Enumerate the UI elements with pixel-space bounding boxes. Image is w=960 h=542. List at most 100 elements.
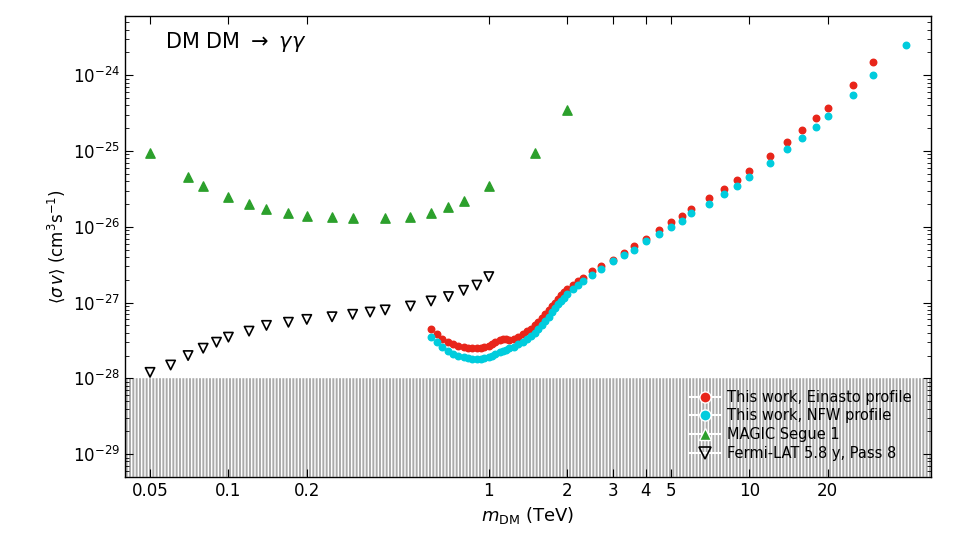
Point [866, 71, 881, 80]
Point [221, 333, 236, 341]
Point [473, 343, 489, 352]
Point [473, 354, 489, 363]
Point [554, 291, 569, 300]
Point [554, 296, 569, 305]
Point [445, 350, 461, 358]
Point [495, 347, 511, 356]
Point [547, 298, 563, 307]
Point [423, 333, 439, 341]
Point [464, 354, 479, 363]
Point [481, 272, 496, 281]
Text: DM DM $\rightarrow$ $\gamma\gamma$: DM DM $\rightarrow$ $\gamma\gamma$ [165, 30, 306, 54]
Point [519, 327, 535, 335]
Point [488, 350, 503, 358]
Point [651, 230, 666, 238]
Point [196, 181, 211, 190]
Point [780, 138, 795, 147]
Bar [125, 378, 931, 477]
Point [663, 218, 679, 227]
Point [460, 343, 475, 352]
Point [445, 340, 461, 349]
Point [538, 317, 553, 325]
Point [142, 149, 157, 157]
Point [570, 277, 586, 286]
Point [531, 318, 546, 327]
Point [441, 347, 456, 356]
Legend: This work, Einasto profile, This work, NFW profile, MAGIC Segue 1, Fermi-LAT 5.8: This work, Einasto profile, This work, N… [686, 385, 916, 465]
Point [741, 173, 756, 182]
Point [429, 330, 444, 339]
Point [345, 310, 360, 319]
Point [795, 126, 810, 134]
Point [324, 312, 340, 321]
Point [469, 354, 485, 363]
Point [456, 343, 471, 351]
Point [502, 344, 517, 352]
Point [485, 351, 500, 360]
Point [476, 343, 492, 351]
Point [866, 57, 881, 66]
Point [209, 338, 225, 346]
Point [560, 106, 575, 114]
Point [280, 209, 296, 218]
Point [495, 335, 511, 344]
Point [531, 325, 546, 333]
Point [441, 338, 456, 346]
Point [565, 285, 581, 294]
Point [762, 158, 778, 167]
Point [163, 360, 179, 369]
Point [300, 315, 315, 324]
Point [593, 262, 609, 271]
Point [899, 41, 914, 49]
Point [241, 327, 256, 335]
Point [845, 91, 860, 99]
Point [498, 335, 514, 344]
Point [560, 289, 575, 298]
Point [557, 287, 572, 296]
Point [551, 295, 566, 304]
Point [845, 80, 860, 89]
Point [674, 216, 689, 225]
Point [730, 175, 745, 184]
Point [476, 354, 492, 363]
Point [511, 340, 526, 349]
Point [506, 335, 521, 344]
Point [716, 184, 732, 193]
Point [523, 332, 539, 340]
Point [423, 209, 439, 218]
Point [701, 193, 716, 202]
Point [684, 209, 699, 218]
Point [570, 281, 586, 289]
Bar [125, 378, 931, 477]
Point [541, 306, 557, 314]
Point [560, 285, 575, 294]
Point [593, 264, 609, 273]
Point [780, 145, 795, 154]
Point [585, 271, 600, 280]
Point [527, 328, 542, 337]
Point [450, 351, 466, 360]
Point [541, 312, 557, 321]
Point [511, 333, 526, 341]
Y-axis label: $\langle \sigma\,v \rangle$ (cm$^3$s$^{-1}$): $\langle \sigma\,v \rangle$ (cm$^3$s$^{-… [46, 189, 67, 304]
Point [469, 281, 485, 289]
Point [434, 343, 449, 351]
Point [259, 205, 275, 214]
Point [606, 255, 621, 264]
Point [637, 237, 653, 246]
Point [434, 335, 449, 344]
Point [523, 325, 539, 333]
Point [535, 314, 550, 322]
Point [626, 242, 641, 251]
Point [547, 304, 563, 312]
Point [259, 321, 275, 330]
Point [324, 212, 340, 221]
Point [485, 340, 500, 349]
Point [606, 257, 621, 266]
Point [441, 292, 456, 301]
Point [684, 205, 699, 214]
Point [741, 166, 756, 175]
Point [377, 306, 393, 314]
Point [280, 318, 296, 327]
Point [551, 300, 566, 308]
